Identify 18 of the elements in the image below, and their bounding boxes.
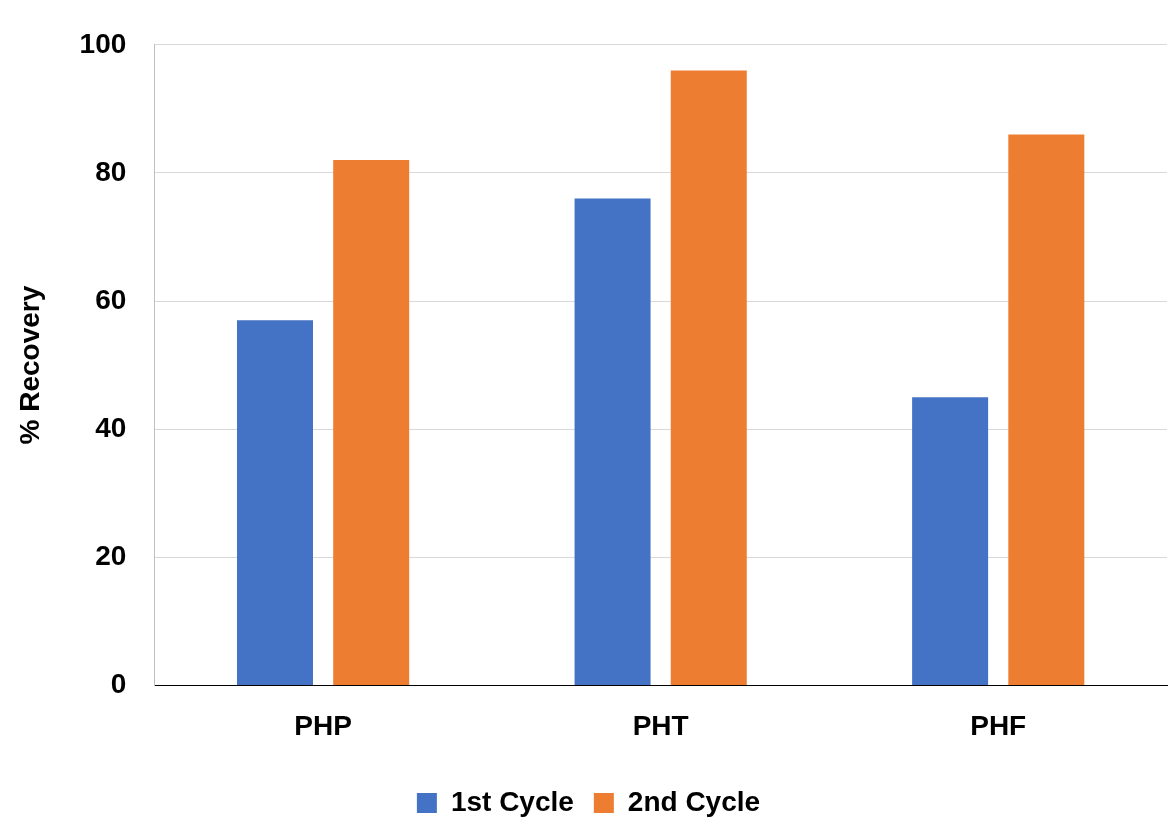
y-tick-label: 40 <box>95 411 127 443</box>
y-tick-label: 20 <box>95 540 127 571</box>
x-tick-label: PHP <box>294 709 352 741</box>
y-tick-label: 0 <box>110 668 127 700</box>
x-tick-label: PHT <box>632 709 689 741</box>
bar <box>670 70 747 685</box>
bar <box>333 160 410 685</box>
y-tick-label: 80 <box>95 155 127 187</box>
y-tick-label: 60 <box>95 283 127 315</box>
x-tick-label: PHF <box>970 709 1027 741</box>
bar <box>236 320 313 685</box>
bar <box>912 397 989 685</box>
bar <box>1008 134 1085 685</box>
bar <box>574 198 651 685</box>
legend-label: 2nd Cycle <box>627 785 761 817</box>
y-axis-title: % Recovery <box>13 285 45 445</box>
y-tick-label: 100 <box>79 27 127 59</box>
legend-label: 1st Cycle <box>450 785 574 817</box>
